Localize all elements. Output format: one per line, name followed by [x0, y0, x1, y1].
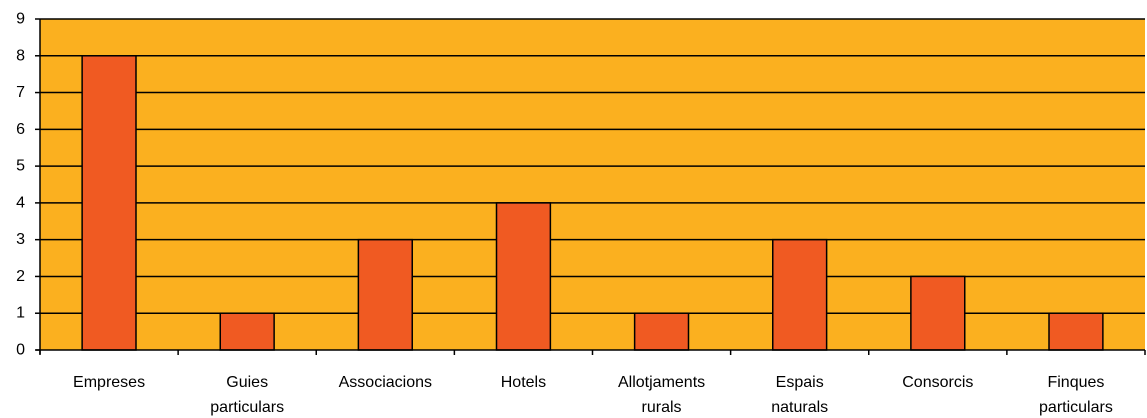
x-tick-label-0: Empreses	[73, 374, 145, 391]
y-tick-label-0: 0	[16, 342, 25, 359]
y-tick-label-9: 9	[16, 11, 25, 28]
gridlines	[40, 18, 1145, 314]
x-tick-label-line: Allotjaments	[618, 374, 705, 391]
x-tick-label-line: Empreses	[73, 374, 145, 391]
bar-0	[81, 55, 137, 351]
y-tick-label-5: 5	[16, 158, 25, 175]
bar-1	[219, 312, 275, 351]
y-tick-label-3: 3	[16, 231, 25, 248]
x-tick-label-4: Allotjaments rurals	[618, 374, 705, 416]
x-tick-label-2: Associacions	[339, 374, 432, 391]
x-tick-label-6: Consorcis	[902, 374, 973, 391]
x-tick-label-5: Espais naturals	[771, 374, 828, 416]
x-tick-label-7: Finques particulars	[1039, 374, 1113, 416]
bar-2	[357, 238, 413, 351]
bar-6	[910, 275, 966, 351]
y-tick-label-4: 4	[16, 194, 25, 211]
axes	[35, 18, 1146, 355]
x-tick-labels: Empreses Guies particulars Associacions Hote…	[73, 374, 1113, 416]
y-tick-label-2: 2	[16, 268, 25, 285]
bar-4	[633, 312, 690, 351]
x-tick-label-line: particulars	[210, 399, 284, 416]
y-tick-label-8: 8	[16, 47, 25, 64]
x-tick-label-line: rurals	[642, 399, 682, 416]
bar-5	[772, 238, 828, 351]
x-tick-label-line: Consorcis	[902, 374, 973, 391]
y-tick-label-7: 7	[16, 84, 25, 101]
y-tick-labels: 0 1 2 3 4 5 6 7 8 9	[16, 11, 25, 359]
y-tick-label-1: 1	[16, 305, 25, 322]
y-tick-label-6: 6	[16, 121, 25, 138]
x-tick-label-line: Espais	[776, 374, 824, 391]
bar-7	[1048, 312, 1104, 351]
x-tick-label-3: Hotels	[501, 374, 546, 391]
x-tick-label-line: particulars	[1039, 399, 1113, 416]
x-tick-label-line: Hotels	[501, 374, 546, 391]
bar-3	[495, 202, 552, 351]
x-tick-label-line: Finques	[1047, 374, 1104, 391]
plot-area	[40, 19, 1145, 350]
x-tick-label-1: Guies particulars	[210, 374, 284, 416]
bars	[81, 55, 1104, 351]
x-tick-label-line: naturals	[771, 399, 828, 416]
x-tick-label-line: Guies	[226, 374, 268, 391]
x-tick-label-line: Associacions	[339, 374, 432, 391]
